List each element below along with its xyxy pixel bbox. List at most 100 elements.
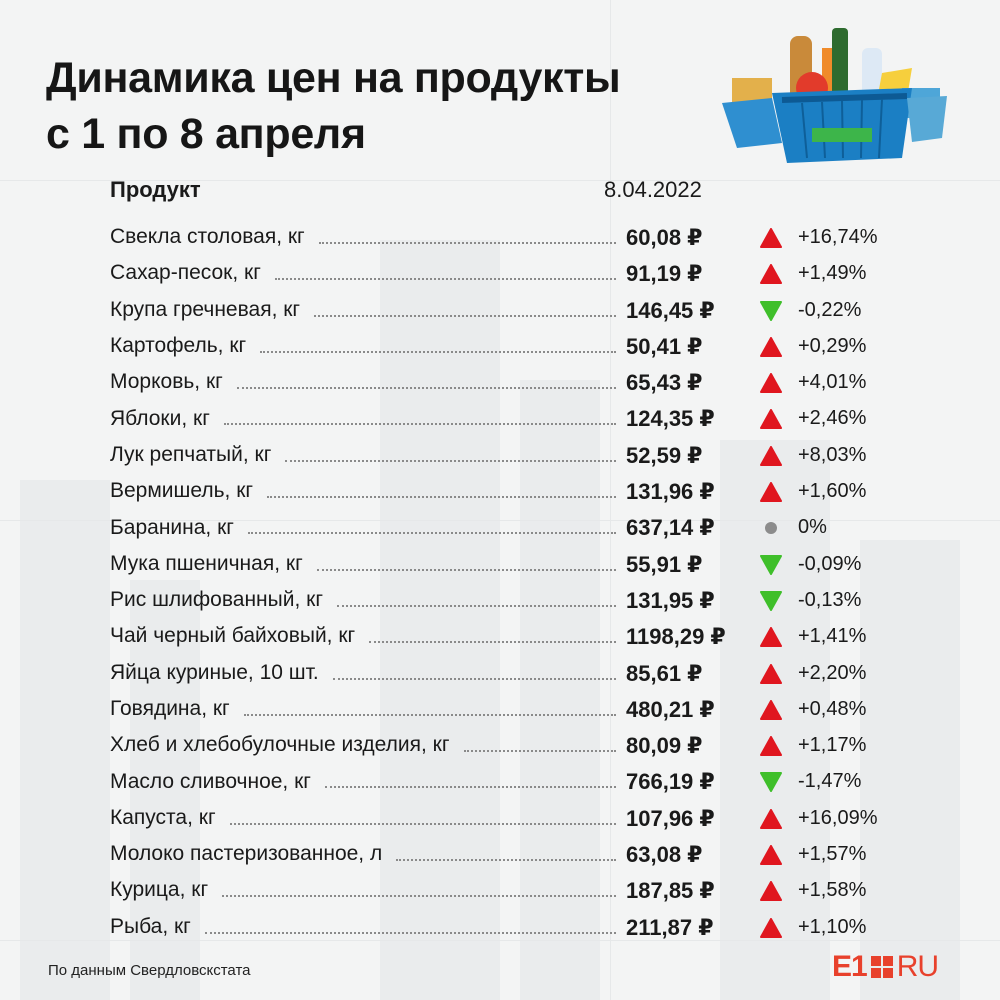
product-name: Вермишель, кг xyxy=(110,479,254,503)
product-name: Сахар-песок, кг xyxy=(110,261,261,285)
red-up-triangle-icon xyxy=(760,845,782,866)
red-up-triangle-icon xyxy=(760,699,782,720)
red-up-triangle-icon xyxy=(760,336,782,357)
red-up-triangle-icon xyxy=(760,228,782,248)
dotted-leader xyxy=(224,423,616,426)
logo-ru-text: RU xyxy=(896,950,939,983)
red-up-triangle-icon xyxy=(760,482,782,503)
column-header-product: Продукт xyxy=(110,177,201,202)
grocery-basket-icon xyxy=(722,28,947,163)
price-change: -0,13% xyxy=(798,588,862,611)
table-row: Хлеб и хлебобулочные изделия, кг 80,09 ₽ +… xyxy=(110,727,910,763)
table-row: Свекла столовая, кг 60,08 ₽ +16,74% xyxy=(110,219,910,255)
column-header-date: 8.04.2022 xyxy=(604,177,702,202)
product-price: 55,91 ₽ xyxy=(626,551,703,577)
price-change: +16,09% xyxy=(798,806,878,829)
dotted-leader xyxy=(267,496,616,499)
product-price: 146,45 ₽ xyxy=(626,297,715,323)
red-up-triangle-icon xyxy=(760,373,782,394)
price-change: +0,29% xyxy=(798,334,867,357)
price-change: +1,17% xyxy=(798,734,867,757)
dotted-leader xyxy=(275,278,616,281)
product-price: 52,59 ₽ xyxy=(626,442,703,468)
product-price: 107,96 ₽ xyxy=(626,805,715,831)
green-down-triangle-icon xyxy=(760,590,782,611)
product-price: 91,19 ₽ xyxy=(626,261,703,287)
product-name: Говядина, кг xyxy=(110,697,230,720)
dotted-leader xyxy=(285,459,616,462)
price-change: 0% xyxy=(798,516,827,539)
table-row: Лук репчатый, кг 52,59 ₽ +8,03% xyxy=(110,437,910,473)
title-line-1: Динамика цен на продукты xyxy=(46,54,621,102)
table-row: Капуста, кг 107,96 ₽ +16,09% xyxy=(110,800,910,836)
product-name: Чай черный байховый, кг xyxy=(110,624,356,648)
product-name: Морковь, кг xyxy=(110,370,223,394)
product-name: Курица, кг xyxy=(110,878,209,902)
price-change: -1,47% xyxy=(798,770,862,793)
dotted-leader xyxy=(237,387,616,390)
price-change: +2,20% xyxy=(798,661,867,684)
green-down-triangle-icon xyxy=(760,554,782,575)
red-up-triangle-icon xyxy=(760,881,782,902)
product-price: 60,08 ₽ xyxy=(626,225,703,250)
green-down-triangle-icon xyxy=(760,300,782,321)
table-row: Говядина, кг 480,21 ₽ +0,48% xyxy=(110,691,910,727)
table-row: Курица, кг 187,85 ₽ +1,58% xyxy=(110,872,910,908)
red-up-triangle-icon xyxy=(760,264,782,285)
price-change: +4,01% xyxy=(798,371,867,394)
dotted-leader xyxy=(319,242,616,244)
price-change: +2,46% xyxy=(798,407,867,430)
red-up-triangle-icon xyxy=(760,409,782,430)
dotted-leader xyxy=(222,895,616,898)
product-name: Баранина, кг xyxy=(110,515,234,539)
red-up-triangle-icon xyxy=(760,917,782,938)
price-change: -0,09% xyxy=(798,552,862,575)
logo-e1-text: E1 xyxy=(832,950,868,983)
green-down-triangle-icon xyxy=(760,772,782,793)
gray-dot-icon xyxy=(765,522,777,535)
product-name: Лук репчатый, кг xyxy=(110,442,272,466)
table-row: Крупа гречневая, кг 146,45 ₽ -0,22% xyxy=(110,292,910,328)
dotted-leader xyxy=(396,859,616,862)
page-title: Динамика цен на продукты с 1 по 8 апреля xyxy=(46,50,621,162)
product-name: Капуста, кг xyxy=(110,805,216,829)
e1-logo: E1 RU xyxy=(832,950,939,984)
table-row: Масло сливочное, кг 766,19 ₽ -1,47% xyxy=(110,763,910,799)
dotted-leader xyxy=(369,641,616,644)
product-price: 1198,29 ₽ xyxy=(626,624,726,650)
product-price: 124,35 ₽ xyxy=(626,406,715,432)
table-row: Баранина, кг 637,14 ₽ 0% xyxy=(110,509,910,545)
product-name: Молоко пастеризованное, л xyxy=(110,842,383,866)
product-price: 63,08 ₽ xyxy=(626,842,703,868)
logo-squares-icon xyxy=(870,956,893,978)
product-price: 85,61 ₽ xyxy=(626,660,703,686)
price-change: +16,74% xyxy=(798,226,878,248)
price-change: -0,22% xyxy=(798,298,862,321)
dotted-leader xyxy=(325,786,616,789)
product-name: Масло сливочное, кг xyxy=(110,769,311,793)
price-change: +8,03% xyxy=(798,443,867,466)
product-price: 80,09 ₽ xyxy=(626,733,703,759)
price-change: +1,10% xyxy=(798,915,867,938)
price-change: +1,60% xyxy=(798,480,867,503)
red-up-triangle-icon xyxy=(760,736,782,757)
table-row: Морковь, кг 65,43 ₽ +4,01% xyxy=(110,364,910,400)
product-price: 211,87 ₽ xyxy=(626,914,714,940)
product-name: Крупа гречневая, кг xyxy=(110,297,301,321)
product-name: Свекла столовая, кг xyxy=(110,225,305,249)
source-note: По данным Свердловскстата xyxy=(48,962,251,979)
product-name: Яйца куриные, 10 шт. xyxy=(110,660,319,684)
title-line-2: с 1 по 8 апреля xyxy=(46,110,366,158)
table-row: Вермишель, кг 131,96 ₽ +1,60% xyxy=(110,473,910,509)
dotted-leader xyxy=(314,314,616,317)
table-row: Мука пшеничная, кг 55,91 ₽ -0,09% xyxy=(110,546,910,582)
product-price: 131,95 ₽ xyxy=(626,587,715,613)
dotted-leader xyxy=(230,822,616,825)
table-row: Рис шлифованный, кг 131,95 ₽ -0,13% xyxy=(110,582,910,618)
product-price: 50,41 ₽ xyxy=(626,333,703,359)
dotted-leader xyxy=(317,568,616,571)
table-row: Яблоки, кг 124,35 ₽ +2,46% xyxy=(110,400,910,436)
dotted-leader xyxy=(464,750,616,753)
product-price: 637,14 ₽ xyxy=(626,515,715,541)
